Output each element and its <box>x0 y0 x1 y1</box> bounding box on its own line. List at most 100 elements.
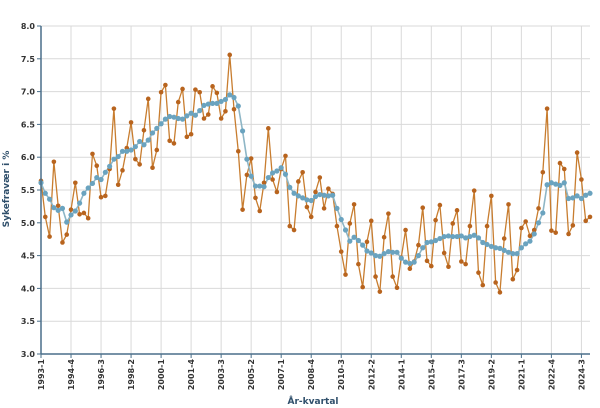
data-point-trend <box>158 121 164 127</box>
data-point-trend <box>510 251 516 257</box>
x-tick-label: 2008-4 <box>307 359 316 391</box>
data-point-raw <box>506 202 511 207</box>
data-point-trend <box>107 163 113 169</box>
data-point-raw <box>128 120 134 125</box>
data-point-trend <box>312 193 319 200</box>
data-point-raw <box>47 234 52 239</box>
x-tick-label: 2007-1 <box>277 359 286 391</box>
data-point-raw <box>390 274 396 279</box>
data-point-trend <box>360 242 366 248</box>
data-point-raw <box>450 221 456 226</box>
data-point-trend <box>235 103 241 109</box>
data-point-raw <box>519 225 524 231</box>
data-point-raw <box>90 151 95 157</box>
data-point-raw <box>587 214 593 220</box>
data-point-raw <box>317 175 323 180</box>
data-point-raw <box>163 82 168 88</box>
data-point-trend <box>115 153 121 160</box>
data-point-trend <box>46 196 53 202</box>
data-point-trend <box>561 180 567 186</box>
data-point-trend <box>325 193 331 199</box>
data-point-trend <box>175 115 181 122</box>
data-point-raw <box>94 163 100 169</box>
data-point-trend <box>394 249 400 255</box>
data-point-trend <box>218 98 224 105</box>
data-point-raw <box>231 107 237 112</box>
x-tick-label: 1996-3 <box>97 359 106 390</box>
x-tick-label: 1993-1 <box>37 359 46 391</box>
data-point-raw <box>291 227 297 233</box>
data-point-raw <box>480 282 486 288</box>
x-tick-label: 2003-3 <box>217 359 226 390</box>
data-point-trend <box>441 233 447 240</box>
data-point-trend <box>514 251 520 257</box>
data-point-trend <box>505 249 512 255</box>
data-point-raw <box>42 214 48 220</box>
data-point-trend <box>81 190 87 196</box>
data-point-raw <box>201 116 207 121</box>
data-point-raw <box>557 160 563 166</box>
data-point-trend <box>450 233 456 240</box>
data-point-trend <box>261 184 267 190</box>
data-point-trend <box>55 207 61 213</box>
data-point-raw <box>368 218 374 224</box>
data-point-trend <box>475 235 482 241</box>
data-point-trend <box>149 130 156 136</box>
y-axis-title: Sykefravær i % <box>2 151 12 228</box>
data-point-trend <box>59 205 66 211</box>
x-tick-label: 2005-2 <box>247 359 256 390</box>
data-point-raw <box>489 193 494 199</box>
data-point-trend <box>119 148 126 154</box>
data-point-raw <box>253 195 258 201</box>
data-point-raw <box>175 99 181 105</box>
data-point-raw <box>579 177 584 182</box>
data-point-raw <box>85 215 91 221</box>
data-point-raw <box>145 96 151 102</box>
data-point-raw <box>364 239 370 245</box>
data-point-trend <box>544 182 550 188</box>
data-point-trend <box>197 108 203 114</box>
series-line-raw <box>40 54 591 293</box>
data-point-raw <box>514 267 520 273</box>
data-point-raw <box>416 242 421 248</box>
data-point-raw <box>429 263 434 269</box>
series-line-trend <box>40 93 591 265</box>
data-point-raw <box>248 156 254 161</box>
data-point-raw <box>197 89 202 95</box>
data-point-trend <box>321 192 327 198</box>
data-point-trend <box>265 174 271 181</box>
data-point-raw <box>313 189 318 195</box>
data-point-raw <box>68 207 74 212</box>
data-point-trend <box>98 176 104 183</box>
data-point-raw <box>321 206 327 211</box>
data-point-raw <box>223 108 228 114</box>
data-point-raw <box>308 214 314 220</box>
data-point-trend <box>518 245 524 251</box>
data-point-trend <box>89 180 96 187</box>
data-point-trend <box>252 183 259 189</box>
data-point-raw <box>574 150 580 155</box>
data-point-raw <box>553 230 558 235</box>
data-point-trend <box>227 92 233 98</box>
data-point-raw <box>360 284 365 290</box>
data-point-raw <box>300 169 305 175</box>
data-point-trend <box>214 100 220 107</box>
data-point-trend <box>583 192 589 198</box>
data-point-trend <box>231 94 237 101</box>
data-point-raw <box>441 250 447 256</box>
data-point-trend <box>222 96 229 103</box>
data-point-raw <box>326 186 331 191</box>
data-point-trend <box>578 195 585 202</box>
data-point-raw <box>540 169 546 175</box>
data-point-trend <box>372 253 379 259</box>
data-point-raw <box>287 223 293 229</box>
data-point-trend <box>454 233 460 240</box>
data-point-trend <box>287 184 293 190</box>
data-point-trend <box>497 245 503 251</box>
data-point-trend <box>402 259 409 265</box>
x-tick-label: 2024-3 <box>577 359 586 390</box>
data-point-trend <box>167 113 173 120</box>
data-point-raw <box>459 259 464 264</box>
data-point-trend <box>527 238 533 244</box>
data-point-trend <box>111 156 117 162</box>
